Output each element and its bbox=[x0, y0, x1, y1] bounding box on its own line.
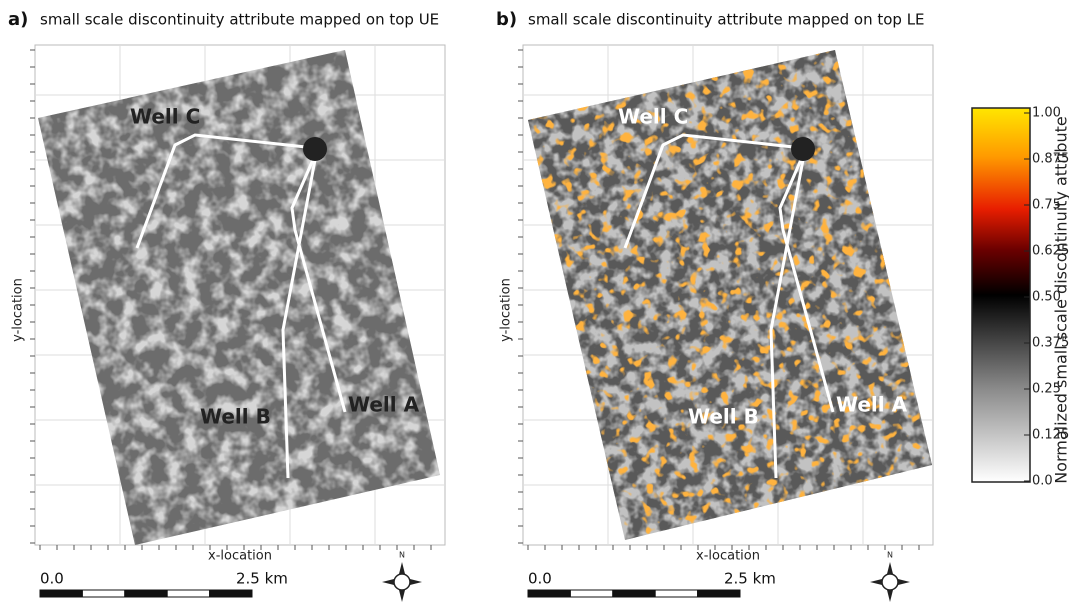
scale-segment bbox=[655, 590, 697, 597]
map bbox=[518, 40, 938, 550]
map bbox=[30, 40, 450, 550]
scale-segment bbox=[613, 590, 655, 597]
colorbar-tick-label: 0.0 bbox=[1032, 474, 1053, 489]
y-axis-label: y-location bbox=[499, 278, 514, 342]
compass bbox=[394, 574, 410, 590]
map-hotspots bbox=[518, 40, 938, 550]
well-label: Well B bbox=[688, 405, 759, 429]
scale-end: 2.5 km bbox=[236, 570, 288, 588]
panel: a) small scale discontinuity attribute ma… bbox=[8, 9, 450, 602]
panels: a) small scale discontinuity attribute ma… bbox=[8, 9, 938, 602]
panel-title: small scale discontinuity attribute mapp… bbox=[528, 11, 925, 29]
well-head bbox=[303, 137, 327, 161]
compass bbox=[882, 574, 898, 590]
scale-segment bbox=[167, 590, 209, 597]
colorbar-gradient bbox=[972, 108, 1030, 482]
x-axis-label: x-location bbox=[208, 549, 272, 564]
panel-title: small scale discontinuity attribute mapp… bbox=[40, 11, 439, 29]
compass-north: N bbox=[399, 551, 405, 560]
well-label: Well B bbox=[200, 405, 271, 429]
y-axis-label: y-location bbox=[11, 278, 26, 342]
colorbar: 1.000.8750.750.6250.500.3750.250.1250.0 … bbox=[972, 106, 1069, 489]
scale-segment bbox=[570, 590, 612, 597]
colorbar-title: Normalized small scale discontinuity att… bbox=[1052, 116, 1069, 484]
scale-segment bbox=[698, 590, 740, 597]
well-label: Well A bbox=[836, 393, 908, 417]
scale-start: 0.0 bbox=[528, 570, 552, 588]
panel: b) small scale discontinuity attribute ma… bbox=[496, 9, 938, 602]
map-texture bbox=[30, 40, 450, 550]
panel-label: a) bbox=[8, 9, 28, 30]
x-axis-label: x-location bbox=[696, 549, 760, 564]
well-label: Well C bbox=[130, 105, 200, 129]
scale-start: 0.0 bbox=[40, 570, 64, 588]
well-label: Well A bbox=[348, 393, 420, 417]
scale-segment bbox=[210, 590, 252, 597]
scale-segment bbox=[40, 590, 82, 597]
panel-label: b) bbox=[496, 9, 517, 30]
scale-segment bbox=[528, 590, 570, 597]
compass-north: N bbox=[887, 551, 893, 560]
scale-end: 2.5 km bbox=[724, 570, 776, 588]
scale-segment bbox=[125, 590, 167, 597]
well-head bbox=[791, 137, 815, 161]
scale-segment bbox=[82, 590, 124, 597]
well-label: Well C bbox=[618, 105, 688, 129]
